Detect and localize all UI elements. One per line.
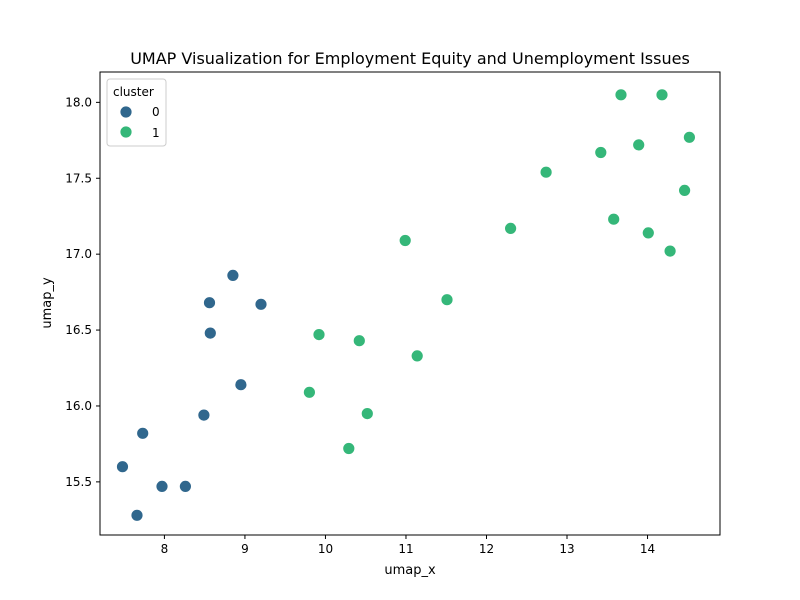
point-cluster-1-10	[594, 146, 608, 159]
point-cluster-0-5	[197, 408, 211, 422]
x-tick-label: 9	[241, 542, 249, 556]
y-tick-label: 15.5	[65, 475, 92, 489]
x-tick-label: 13	[559, 542, 574, 556]
y-tick-label: 16.5	[65, 323, 92, 337]
legend-label-cluster-1: 1	[152, 126, 160, 140]
legend-label-cluster-0: 0	[152, 105, 160, 119]
point-cluster-1-14	[641, 226, 655, 240]
point-cluster-1-6	[410, 349, 424, 363]
point-cluster-1-11	[607, 212, 621, 226]
point-cluster-1-1	[312, 328, 326, 342]
point-cluster-0-10	[254, 297, 268, 311]
x-axis-ticks: 8 9 10 11 12 13 14	[161, 535, 655, 556]
x-tick-label: 14	[640, 542, 655, 556]
point-cluster-1-4	[360, 407, 374, 421]
point-cluster-0-0	[116, 460, 129, 474]
chart-title: UMAP Visualization for Employment Equity…	[130, 49, 690, 68]
point-cluster-0-8	[226, 268, 240, 282]
y-tick-label: 17.0	[65, 247, 92, 261]
point-cluster-1-9	[539, 165, 553, 179]
legend-marker-cluster-0	[119, 105, 133, 119]
point-cluster-0-6	[203, 296, 216, 310]
plot-area	[100, 72, 720, 535]
point-cluster-1-13	[632, 138, 646, 152]
x-tick-label: 10	[318, 542, 333, 556]
y-axis-ticks: 15.5 16.0 16.5 17.0 17.5 18.0	[65, 95, 100, 489]
y-tick-label: 18.0	[65, 95, 92, 109]
x-tick-label: 11	[398, 542, 413, 556]
point-cluster-0-2	[136, 426, 150, 440]
x-tick-label: 12	[479, 542, 494, 556]
x-axis-label: umap_x	[384, 563, 436, 578]
point-cluster-0-9	[234, 378, 248, 392]
points-layer	[116, 88, 696, 522]
legend-marker-cluster-1	[119, 125, 133, 139]
y-axis-label: umap_y	[40, 277, 55, 329]
point-cluster-0-1	[130, 508, 144, 522]
point-cluster-1-17	[678, 183, 691, 197]
point-cluster-1-8	[504, 221, 518, 235]
point-cluster-1-3	[352, 334, 366, 348]
legend-title: cluster	[113, 85, 154, 99]
point-cluster-1-16	[663, 244, 677, 258]
point-cluster-1-15	[655, 88, 669, 102]
plot-frame	[99, 71, 721, 536]
point-cluster-1-5	[398, 234, 412, 247]
point-cluster-1-0	[302, 385, 316, 399]
point-cluster-0-7	[203, 326, 217, 340]
point-cluster-1-2	[342, 442, 356, 455]
point-cluster-1-7	[440, 293, 454, 307]
y-tick-label: 16.0	[65, 399, 92, 413]
point-cluster-0-4	[178, 479, 192, 493]
point-cluster-1-18	[683, 130, 696, 144]
point-cluster-1-12	[614, 88, 628, 102]
x-tick-label: 8	[161, 542, 169, 556]
legend: cluster 0 1	[106, 78, 167, 147]
point-cluster-0-3	[155, 479, 169, 493]
y-tick-label: 17.5	[65, 171, 92, 185]
